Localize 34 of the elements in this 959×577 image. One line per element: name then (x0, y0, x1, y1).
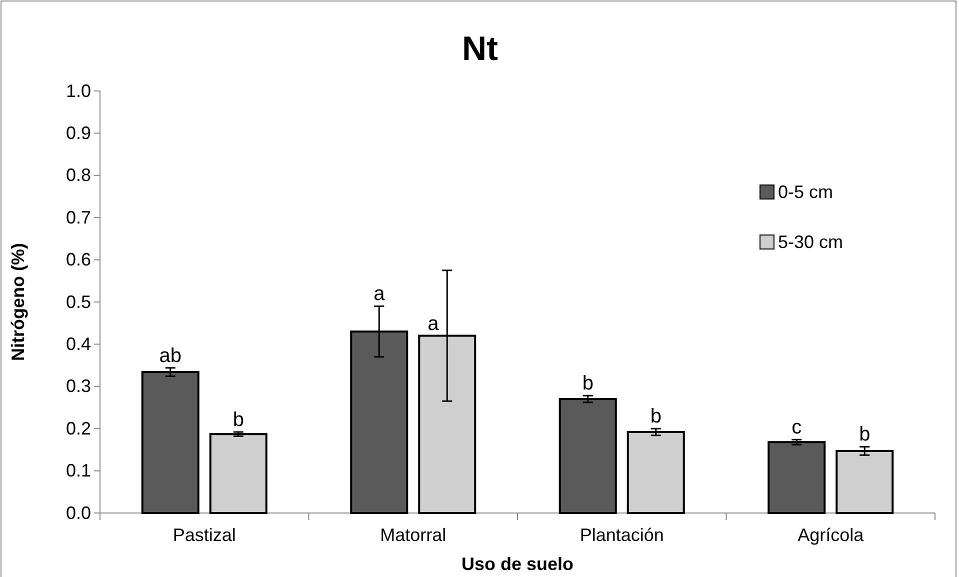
x-tick-label: Plantación (580, 525, 664, 546)
x-tick-label: Pastizal (172, 525, 236, 546)
bar (768, 441, 826, 514)
data-label: b (859, 424, 870, 446)
bar (836, 450, 894, 514)
y-tick-label: 0.2 (66, 418, 91, 438)
bar (141, 371, 200, 514)
y-axis-title: Nitrógeno (%) (8, 243, 28, 361)
data-label: b (650, 406, 662, 428)
data-label: c (792, 416, 802, 439)
y-tick-label: 1.0 (66, 80, 91, 101)
y-tick-label: 0.8 (66, 165, 91, 186)
x-tick-label: Matorral (380, 525, 446, 546)
y-tick-label: 0.6 (66, 250, 91, 270)
x-axis-title: Uso de suelo (461, 554, 574, 574)
x-tick-label: Agrícola (798, 525, 865, 546)
y-tick-label: 0.9 (66, 122, 91, 143)
data-label: a (428, 312, 440, 335)
y-tick-label: 0.0 (66, 502, 91, 523)
bar (558, 398, 617, 514)
chart-title: Nt (462, 30, 498, 68)
y-tick-label: 0.1 (66, 460, 91, 481)
data-label: a (374, 283, 386, 306)
bar (209, 433, 268, 514)
legend-label: 0-5 cm (778, 182, 834, 202)
y-tick-label: 0.3 (66, 376, 91, 396)
y-tick-label: 0.5 (66, 292, 91, 312)
y-tick-label: 0.4 (66, 334, 91, 354)
legend-label: 5-30 cm (778, 232, 844, 252)
data-label: ab (159, 344, 182, 367)
bar (626, 430, 685, 514)
y-tick-label: 0.7 (66, 207, 91, 228)
data-label: b (582, 372, 594, 395)
data-label: b (232, 408, 244, 431)
